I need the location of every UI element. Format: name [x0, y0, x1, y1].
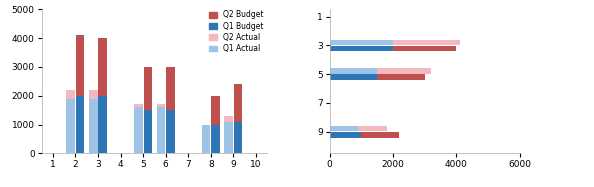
Bar	[234, 84, 242, 122]
Bar	[377, 68, 431, 74]
Bar	[89, 90, 97, 99]
Bar	[67, 99, 75, 153]
Bar	[393, 40, 460, 45]
Legend: Q2 Budget, Q1 Budget, Q2 Actual, Q1 Actual: Q2 Budget, Q1 Budget, Q2 Actual, Q1 Actu…	[209, 10, 264, 53]
Bar	[211, 125, 220, 153]
Bar	[361, 132, 399, 137]
Bar	[166, 67, 175, 110]
Bar	[211, 96, 220, 125]
Bar	[330, 68, 377, 74]
Bar	[225, 122, 233, 153]
Bar	[330, 40, 393, 45]
Bar	[157, 104, 165, 107]
Bar	[89, 99, 97, 153]
Bar	[393, 46, 456, 51]
Bar	[330, 46, 393, 51]
Bar	[144, 110, 152, 153]
Bar	[234, 122, 242, 153]
Bar	[166, 110, 175, 153]
Bar	[330, 132, 361, 137]
Bar	[358, 126, 387, 131]
Bar	[377, 74, 425, 80]
Bar	[330, 126, 358, 131]
Bar	[144, 67, 152, 110]
Bar	[76, 96, 84, 153]
Bar	[99, 38, 107, 96]
Bar	[157, 107, 165, 153]
Bar	[67, 90, 75, 99]
Bar	[99, 96, 107, 153]
Bar	[134, 107, 143, 153]
Bar	[134, 104, 143, 107]
Bar	[330, 74, 377, 80]
Bar	[225, 116, 233, 122]
Bar	[202, 125, 210, 153]
Bar	[76, 35, 84, 96]
